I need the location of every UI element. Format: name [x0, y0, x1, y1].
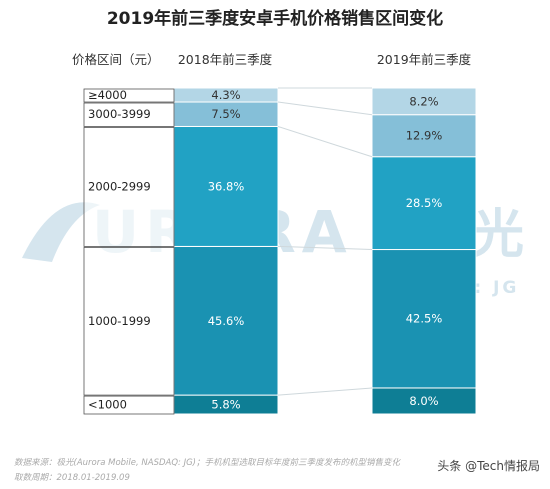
label-2018-3000-3999: 7.5%: [211, 107, 240, 121]
bar-2019-gte4000: [371, 87, 477, 116]
category-header: 价格区间（元）: [72, 52, 160, 67]
label-2019-1000-1999: 42.5%: [406, 312, 443, 326]
bars: 5.8% 45.6% 36.8% 7.5% 4.3% 8.0% 42.5% 28.5% 12.9…: [173, 87, 477, 415]
label-2019-3000-3999: 12.9%: [406, 129, 443, 143]
category-label-lt1000: <1000: [88, 398, 127, 412]
category-label-3000-3999: 3000-3999: [88, 107, 151, 121]
col2-header: 2019年前三季度: [377, 52, 472, 67]
bar-2019-3000-3999: [371, 114, 477, 158]
aurora-logo-icon: [22, 202, 100, 262]
label-2018-1000-1999: 45.6%: [208, 314, 245, 328]
category-box-3000-3999: [83, 102, 175, 127]
category-label-1000-1999: 1000-1999: [88, 314, 151, 328]
connector-2000-2999: [277, 125, 373, 158]
label-2018-2000-2999: 36.8%: [208, 179, 245, 193]
connector-lt1000: [277, 387, 373, 396]
label-2019-gte4000: 8.2%: [409, 94, 438, 108]
category-box-gte4000: [83, 88, 175, 103]
label-2019-lt1000: 8.0%: [409, 394, 438, 408]
col1-header: 2018年前三季度: [178, 52, 273, 67]
category-box-1000-1999: [83, 247, 175, 396]
category-label-2000-2999: 2000-2999: [88, 179, 151, 193]
label-2019-2000-2999: 28.5%: [406, 196, 443, 210]
footer-source: 数据来源：极光(Aurora Mobile, NASDAQ: JG)；手机机型选…: [14, 457, 402, 468]
category-box-lt1000: [83, 395, 175, 415]
bar-2019-1000-1999: [371, 249, 477, 389]
bar-2018-1000-1999: [173, 245, 279, 396]
label-2018-lt1000: 5.8%: [211, 398, 240, 412]
chart-title: 2019年前三季度安卓手机价格销售区间变化: [107, 8, 443, 29]
bar-2019-2000-2999: [371, 156, 477, 251]
bar-2019-lt1000: [371, 387, 477, 415]
footer-credit: 头条 @Tech情报局: [437, 458, 540, 473]
connector-1000-1999: [277, 245, 373, 251]
category-labels: <1000 1000-1999 2000-2999 3000-3999 ≥4000: [83, 88, 175, 415]
label-2018-gte4000: 4.3%: [211, 88, 240, 102]
connector-3000-3999: [277, 101, 373, 116]
category-label-gte4000: ≥4000: [88, 88, 127, 102]
footer-period: 取数周期：2018.01-2019.09: [14, 472, 130, 483]
category-box-2000-2999: [83, 127, 175, 247]
